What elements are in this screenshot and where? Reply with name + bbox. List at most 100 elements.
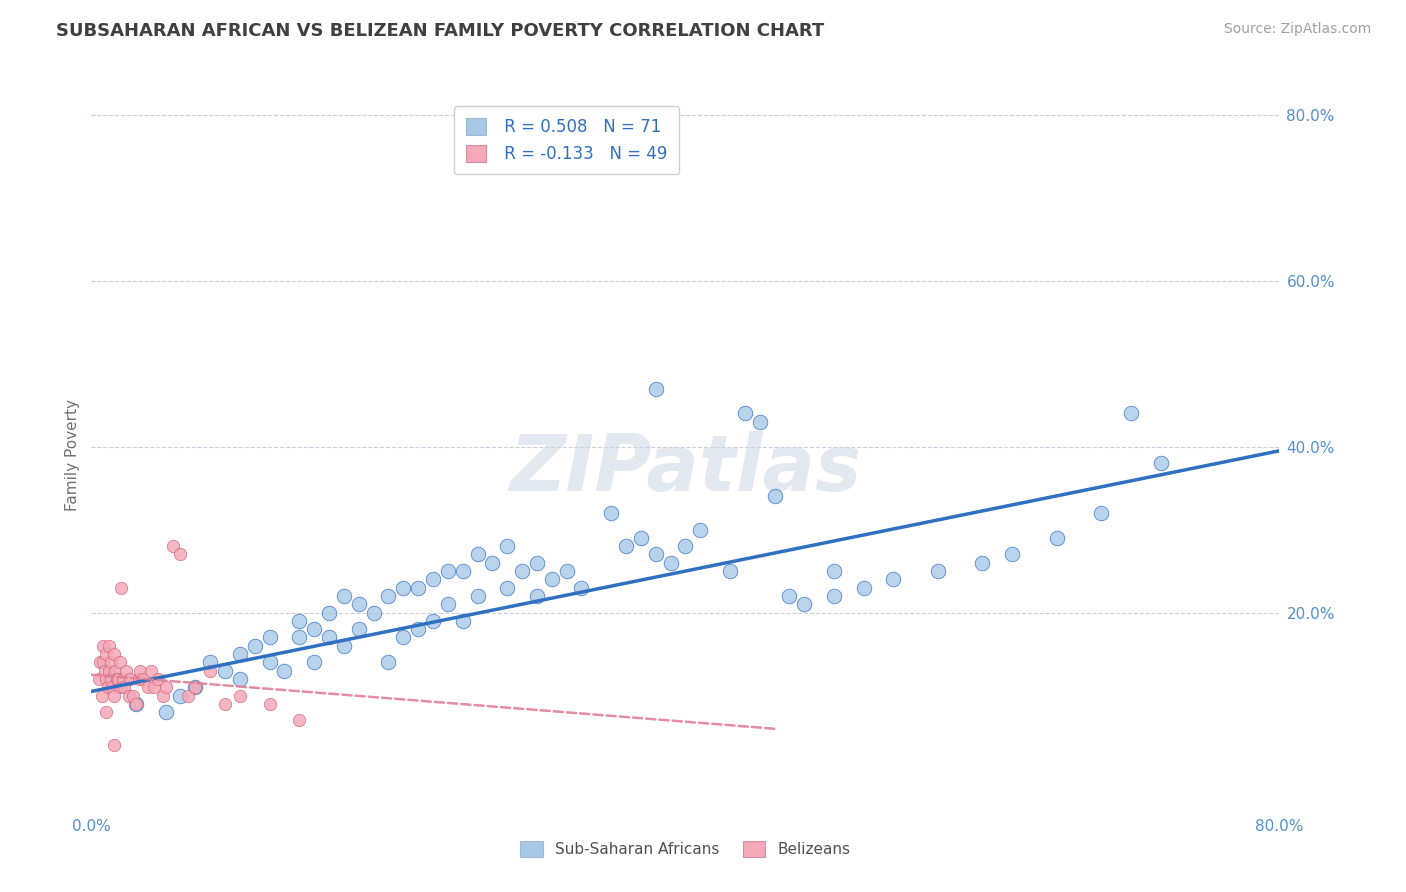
Point	[600, 506, 623, 520]
Point	[778, 589, 800, 603]
Point	[184, 680, 207, 694]
Point	[571, 581, 593, 595]
Point	[243, 639, 266, 653]
Point	[718, 564, 741, 578]
Point	[333, 639, 356, 653]
Point	[689, 523, 711, 537]
Point	[377, 589, 399, 603]
Point	[273, 664, 295, 678]
Point	[200, 664, 222, 678]
Point	[302, 622, 325, 636]
Point	[422, 614, 444, 628]
Point	[107, 672, 129, 686]
Point	[467, 589, 489, 603]
Point	[734, 406, 756, 420]
Point	[302, 656, 325, 670]
Point	[129, 664, 152, 678]
Point	[125, 697, 148, 711]
Point	[392, 581, 415, 595]
Point	[142, 680, 165, 694]
Point	[132, 672, 155, 686]
Point	[136, 680, 159, 694]
Point	[526, 589, 548, 603]
Text: SUBSAHARAN AFRICAN VS BELIZEAN FAMILY POVERTY CORRELATION CHART: SUBSAHARAN AFRICAN VS BELIZEAN FAMILY PO…	[56, 22, 824, 40]
Point	[333, 589, 356, 603]
Point	[128, 672, 150, 686]
Point	[105, 672, 128, 686]
Point	[125, 697, 148, 711]
Point	[673, 539, 696, 553]
Point	[406, 581, 429, 595]
Point	[436, 564, 458, 578]
Point	[793, 597, 815, 611]
Point	[540, 573, 562, 587]
Point	[1046, 531, 1069, 545]
Point	[748, 415, 770, 429]
Point	[1090, 506, 1112, 520]
Point	[104, 664, 127, 678]
Point	[103, 689, 125, 703]
Point	[152, 689, 174, 703]
Point	[377, 656, 399, 670]
Point	[97, 680, 120, 694]
Point	[852, 581, 875, 595]
Point	[148, 672, 170, 686]
Point	[169, 689, 191, 703]
Point	[259, 697, 281, 711]
Point	[659, 556, 682, 570]
Point	[451, 564, 474, 578]
Point	[318, 606, 340, 620]
Point	[481, 556, 503, 570]
Point	[122, 689, 145, 703]
Point	[100, 672, 122, 686]
Point	[139, 664, 162, 678]
Point	[496, 581, 519, 595]
Point	[91, 656, 114, 670]
Point	[94, 664, 117, 678]
Point	[288, 614, 311, 628]
Point	[927, 564, 949, 578]
Point	[363, 606, 385, 620]
Point	[763, 490, 786, 504]
Point	[882, 573, 904, 587]
Point	[347, 622, 370, 636]
Point	[184, 680, 207, 694]
Point	[200, 656, 222, 670]
Point	[96, 705, 118, 719]
Point	[214, 697, 236, 711]
Point	[259, 631, 281, 645]
Point	[823, 564, 845, 578]
Point	[347, 597, 370, 611]
Point	[96, 647, 118, 661]
Point	[436, 597, 458, 611]
Point	[229, 647, 252, 661]
Point	[169, 548, 191, 562]
Point	[510, 564, 533, 578]
Point	[823, 589, 845, 603]
Point	[229, 672, 252, 686]
Point	[114, 664, 136, 678]
Point	[526, 556, 548, 570]
Point	[614, 539, 637, 553]
Point	[229, 689, 252, 703]
Point	[392, 631, 415, 645]
Point	[644, 382, 666, 396]
Point	[1119, 406, 1142, 420]
Y-axis label: Family Poverty: Family Poverty	[65, 399, 80, 511]
Point	[110, 581, 132, 595]
Point	[406, 622, 429, 636]
Point	[177, 689, 200, 703]
Point	[288, 631, 311, 645]
Point	[98, 639, 121, 653]
Point	[87, 672, 110, 686]
Point	[630, 531, 652, 545]
Point	[1149, 456, 1171, 470]
Point	[117, 689, 139, 703]
Point	[101, 680, 124, 694]
Point	[155, 705, 177, 719]
Point	[91, 639, 114, 653]
Point	[555, 564, 578, 578]
Point	[90, 689, 112, 703]
Point	[89, 656, 111, 670]
Text: Source: ZipAtlas.com: Source: ZipAtlas.com	[1223, 22, 1371, 37]
